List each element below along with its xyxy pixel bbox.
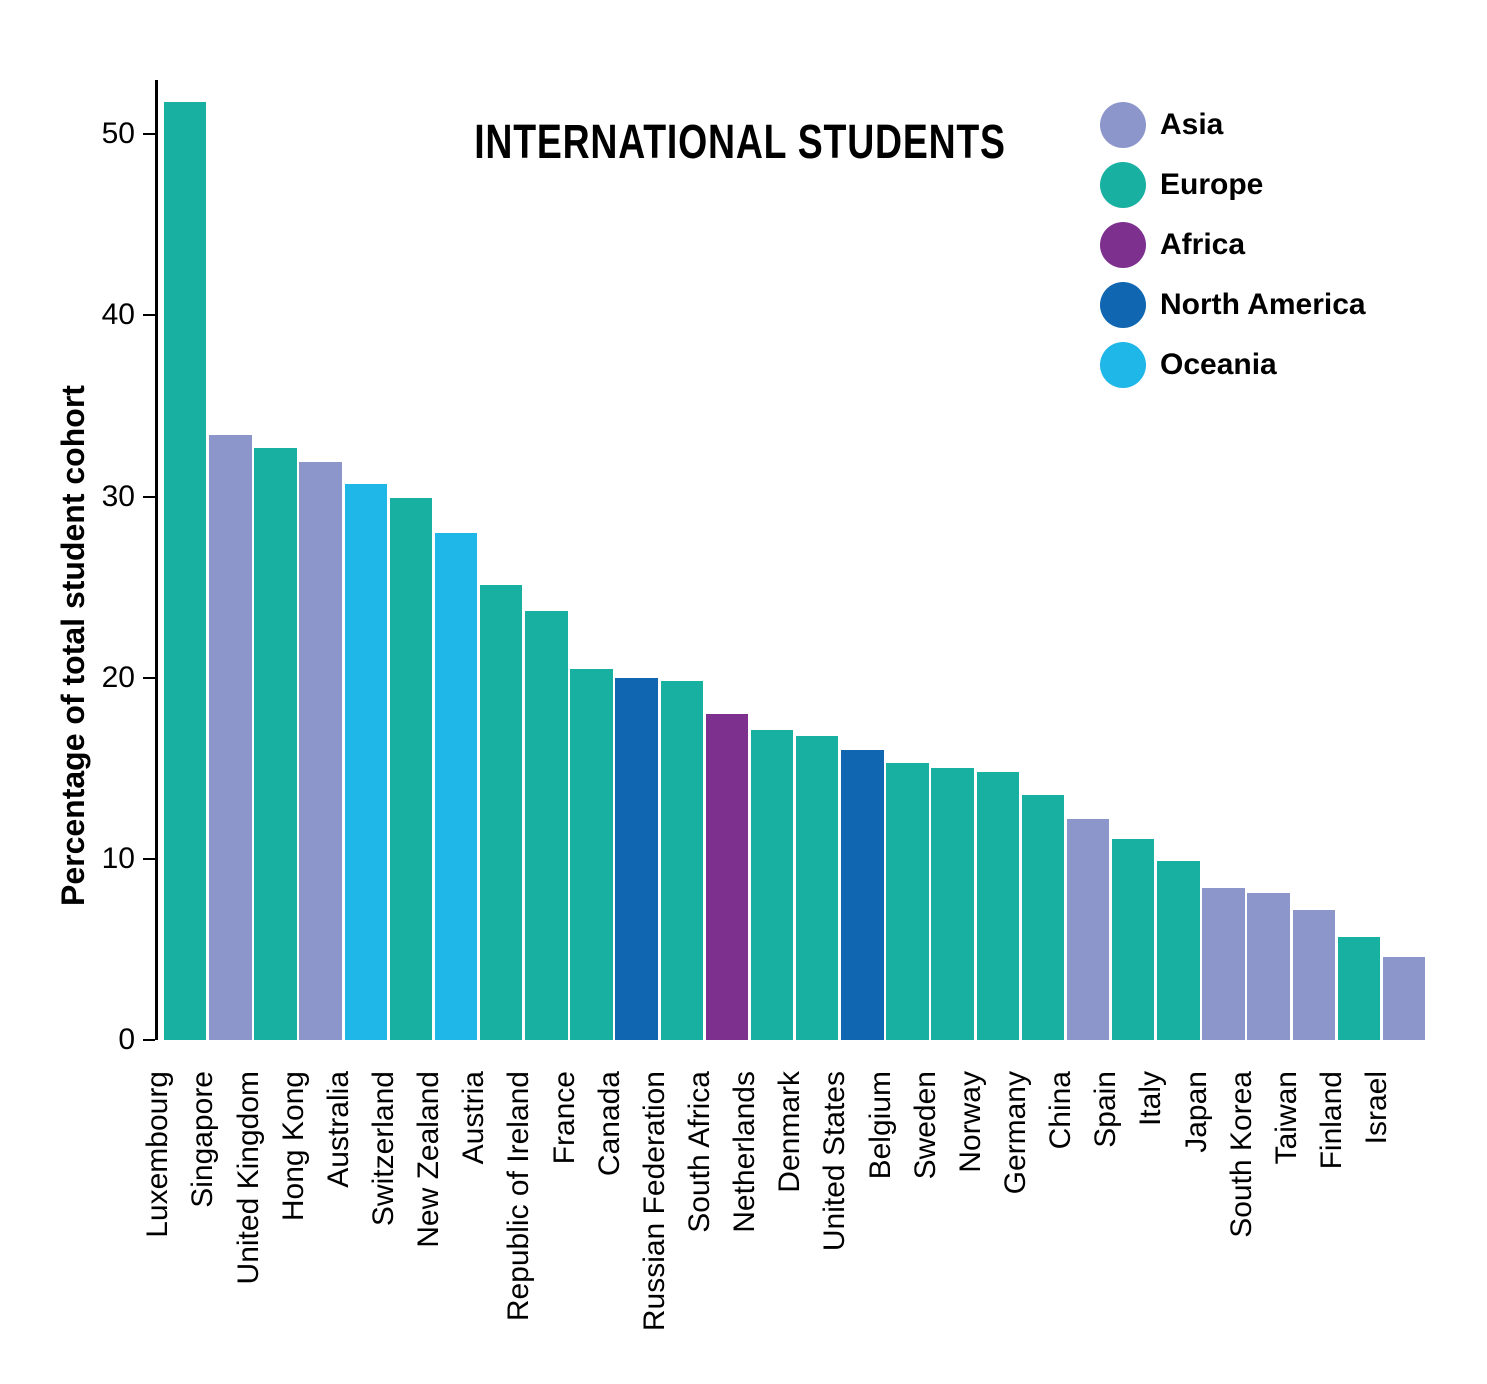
y-tick-label: 50: [85, 117, 135, 151]
x-label: Singapore: [186, 1071, 220, 1371]
x-label: United Kingdom: [232, 1071, 266, 1371]
bar: [480, 585, 522, 1040]
x-label: China: [1044, 1071, 1078, 1371]
x-label: Russian Federation: [638, 1071, 672, 1371]
bar: [1293, 910, 1335, 1040]
x-label: Spain: [1089, 1071, 1123, 1371]
bar: [1112, 839, 1154, 1040]
legend-swatch: [1100, 342, 1146, 388]
bar: [525, 611, 567, 1040]
bar: [706, 714, 748, 1040]
x-label: New Zealand: [412, 1071, 446, 1371]
legend-swatch: [1100, 222, 1146, 268]
legend-item: North America: [1100, 282, 1366, 328]
bar: [164, 102, 206, 1040]
x-label: Sweden: [909, 1071, 943, 1371]
legend-item: Asia: [1100, 102, 1366, 148]
x-label: Italy: [1134, 1071, 1168, 1371]
x-label: Denmark: [773, 1071, 807, 1371]
y-tick-label: 40: [85, 298, 135, 332]
bar: [977, 772, 1019, 1040]
legend-item: Europe: [1100, 162, 1366, 208]
legend: Asia Europe Africa North America Oceania: [1100, 102, 1366, 388]
bar: [1022, 795, 1064, 1040]
bar: [796, 736, 838, 1040]
bar: [435, 533, 477, 1040]
y-tick: [143, 858, 155, 860]
chart-container: INTERNATIONAL STUDENTS Percentage of tot…: [0, 0, 1487, 1384]
bar: [661, 681, 703, 1040]
bar: [1338, 937, 1380, 1040]
y-tick: [143, 1039, 155, 1041]
legend-swatch: [1100, 282, 1146, 328]
x-label: South Korea: [1225, 1071, 1259, 1371]
x-label: Taiwan: [1270, 1071, 1304, 1371]
bar: [886, 763, 928, 1040]
bar: [841, 750, 883, 1040]
x-label: Republic of Ireland: [502, 1071, 536, 1371]
bar: [1247, 893, 1289, 1040]
legend-item: Oceania: [1100, 342, 1366, 388]
legend-label: Oceania: [1160, 348, 1277, 382]
x-label: Austria: [457, 1071, 491, 1371]
y-tick-label: 20: [85, 661, 135, 695]
y-tick: [143, 314, 155, 316]
legend-label: Asia: [1160, 108, 1223, 142]
x-label: France: [548, 1071, 582, 1371]
legend-swatch: [1100, 162, 1146, 208]
legend-swatch: [1100, 102, 1146, 148]
y-tick: [143, 133, 155, 135]
x-label: Luxembourg: [141, 1071, 175, 1371]
bar: [209, 435, 251, 1040]
x-label: Finland: [1315, 1071, 1349, 1371]
x-label: Switzerland: [367, 1071, 401, 1371]
bar: [1383, 957, 1425, 1040]
y-axis-label: Percentage of total student cohort: [55, 385, 92, 906]
x-label: United States: [818, 1071, 852, 1371]
x-label: Netherlands: [728, 1071, 762, 1371]
legend-label: Africa: [1160, 228, 1245, 262]
x-label: Australia: [322, 1071, 356, 1371]
x-label: Hong Kong: [277, 1071, 311, 1371]
bar: [254, 448, 296, 1040]
y-tick: [143, 677, 155, 679]
x-label: Canada: [593, 1071, 627, 1371]
y-tick-label: 10: [85, 842, 135, 876]
bar: [345, 484, 387, 1040]
y-tick: [143, 496, 155, 498]
y-tick-label: 30: [85, 480, 135, 514]
x-label: Israel: [1360, 1071, 1394, 1371]
legend-label: North America: [1160, 288, 1366, 322]
bar: [615, 678, 657, 1040]
legend-label: Europe: [1160, 168, 1263, 202]
x-label: South Africa: [683, 1071, 717, 1371]
bar: [1202, 888, 1244, 1040]
x-label: Belgium: [864, 1071, 898, 1371]
y-tick-label: 0: [85, 1023, 135, 1057]
bar: [570, 669, 612, 1040]
x-label: Japan: [1180, 1071, 1214, 1371]
x-label: Germany: [999, 1071, 1033, 1371]
bar: [390, 498, 432, 1040]
x-label: Norway: [954, 1071, 988, 1371]
bar: [931, 768, 973, 1040]
bar: [299, 462, 341, 1040]
bar: [1157, 861, 1199, 1040]
bar: [751, 730, 793, 1040]
bar: [1067, 819, 1109, 1040]
legend-item: Africa: [1100, 222, 1366, 268]
